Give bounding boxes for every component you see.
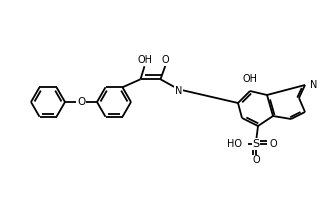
Text: O: O xyxy=(252,155,260,165)
Text: O: O xyxy=(77,97,85,107)
Text: N: N xyxy=(310,80,317,90)
Text: OH: OH xyxy=(243,74,257,84)
Text: O: O xyxy=(270,139,278,149)
Text: OH: OH xyxy=(137,55,152,65)
Text: O: O xyxy=(162,55,169,65)
Text: N: N xyxy=(175,86,182,96)
Text: HO: HO xyxy=(227,139,242,149)
Text: S: S xyxy=(252,139,260,149)
